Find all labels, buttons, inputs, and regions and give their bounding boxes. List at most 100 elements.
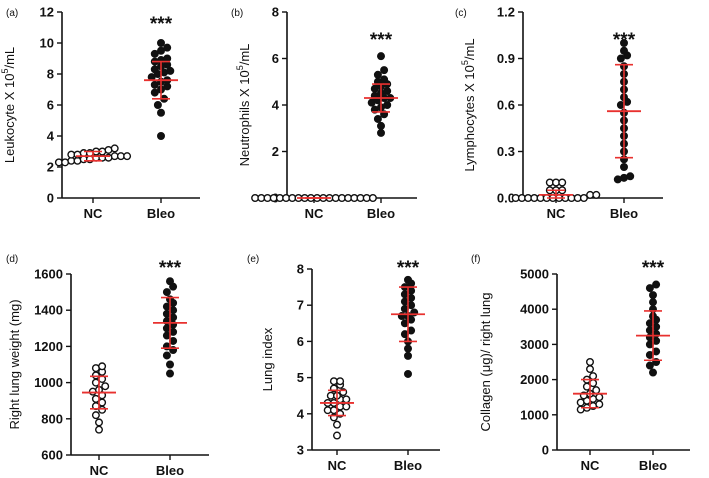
data-point-bleo <box>373 114 382 123</box>
y-tick-label: 0.0 <box>497 191 515 206</box>
data-point-nc <box>592 386 601 395</box>
y-tick-label: 0 <box>47 191 54 206</box>
y-tick-label: 1000 <box>520 407 549 422</box>
data-point-bleo <box>404 369 413 378</box>
data-point-bleo <box>156 46 165 55</box>
data-point-bleo <box>383 87 392 96</box>
data-point-bleo <box>649 368 658 377</box>
data-point-bleo <box>626 172 635 181</box>
panel-label: (d) <box>6 254 18 265</box>
panel-f: 0 1000 2000 3000 4000 5000 NC Bleo Collagen (μg)… <box>471 254 690 473</box>
y-tick-label: 2 <box>47 160 54 175</box>
data-point-nc <box>342 395 351 404</box>
y-tick-label: 0 <box>542 443 549 458</box>
data-point-bleo <box>165 360 174 369</box>
y-tick-label: 0.6 <box>497 98 515 113</box>
y-tick-label: 4000 <box>520 302 549 317</box>
y-axis-title: Lung index <box>260 327 275 391</box>
panel-label: (f) <box>471 254 480 265</box>
data-point-nc <box>91 411 100 420</box>
data-point-bleo <box>150 49 159 58</box>
data-point-bleo <box>156 131 165 140</box>
panel-b: 02468NCBleoNeutrophils X 105/mL(b)*** <box>231 5 417 221</box>
x-tick-label-nc: NC <box>547 206 566 221</box>
y-tick-label: 6 <box>297 334 304 349</box>
data-point-nc <box>101 382 110 391</box>
x-tick-label-nc: NC <box>90 463 109 478</box>
data-point-bleo <box>162 288 171 297</box>
y-tick-label: 6 <box>272 51 279 66</box>
y-axis-title: Right lung weight (mg) <box>7 299 22 429</box>
y-axis-title: Collagen (μg)/ right lung <box>478 292 493 431</box>
x-tick-label-bleo: Bleo <box>639 458 667 473</box>
y-tick-label: 2 <box>272 144 279 159</box>
panel-label: (c) <box>455 8 467 19</box>
data-point-nc <box>123 152 132 161</box>
y-tick-label: 2000 <box>520 372 549 387</box>
data-point-bleo <box>380 66 389 75</box>
y-tick-label: 4 <box>47 129 55 144</box>
y-tick-label: 8 <box>47 67 54 82</box>
data-point-bleo <box>373 70 382 79</box>
panel-d: 600 800 1000 1200 1400 1600 NC Bleo Right lung w… <box>6 254 209 478</box>
y-tick-label: 8 <box>297 262 304 277</box>
data-point-bleo <box>649 298 658 307</box>
significance-marker: *** <box>642 258 665 279</box>
data-point-nc <box>98 362 107 371</box>
significance-marker: *** <box>397 258 420 279</box>
data-point-bleo <box>652 280 661 289</box>
data-point-bleo <box>165 277 174 286</box>
y-tick-label: 6 <box>47 98 54 113</box>
panel-label: (a) <box>6 8 18 19</box>
data-point-bleo <box>163 43 172 52</box>
y-tick-label: 1000 <box>34 375 63 390</box>
data-point-nc <box>558 178 567 187</box>
data-point-bleo <box>162 351 171 360</box>
panel-a: 0 2 4 6 8 10 12 NC Bleo Leukocyte X 105/mL (a) *** <box>0 5 200 221</box>
y-tick-label: 600 <box>41 448 63 463</box>
y-tick-label: 12 <box>40 5 54 20</box>
x-tick-label-bleo: Bleo <box>156 463 184 478</box>
data-point-nc <box>333 431 342 440</box>
y-axis-title: Lymphocytes X 105/mL <box>460 38 477 171</box>
y-tick-label: 1600 <box>34 267 63 282</box>
y-tick-label: 800 <box>41 411 63 426</box>
y-tick-label: 7 <box>297 298 304 313</box>
data-point-bleo <box>645 361 654 370</box>
data-point-bleo <box>165 369 174 378</box>
data-point-bleo <box>150 88 159 97</box>
x-tick-label-nc: NC <box>84 206 103 221</box>
data-point-nc <box>586 365 595 374</box>
x-tick-label-bleo: Bleo <box>367 206 395 221</box>
data-point-nc <box>336 377 345 386</box>
significance-marker: *** <box>150 14 173 35</box>
y-tick-label: 8 <box>272 5 279 20</box>
data-point-bleo <box>645 284 654 293</box>
y-tick-label: 5000 <box>520 267 549 282</box>
significance-marker: *** <box>159 258 182 279</box>
panel-label: (b) <box>231 8 243 19</box>
data-point-nc <box>368 193 377 202</box>
y-tick-label: 10 <box>40 36 54 51</box>
y-tick-label: 5 <box>297 370 304 385</box>
significance-marker: *** <box>370 30 393 51</box>
y-tick-label: 0.9 <box>497 51 515 66</box>
x-tick-label-bleo: Bleo <box>394 458 422 473</box>
data-point-bleo <box>404 275 413 284</box>
significance-marker: *** <box>613 30 636 51</box>
data-point-bleo <box>153 100 162 109</box>
data-point-nc <box>595 400 604 409</box>
y-tick-label: 4 <box>272 98 280 113</box>
y-tick-label: 1.2 <box>497 5 515 20</box>
data-point-nc <box>586 358 595 367</box>
data-point-bleo <box>404 344 413 353</box>
data-point-bleo <box>377 52 386 61</box>
data-point-nc <box>592 190 601 199</box>
x-tick-label-bleo: Bleo <box>147 206 175 221</box>
y-axis-title: Leukocyte X 105/mL <box>0 47 17 163</box>
data-point-bleo <box>150 80 159 89</box>
panel-label: (e) <box>247 254 259 265</box>
x-tick-label-nc: NC <box>305 206 324 221</box>
y-tick-label: 3 <box>297 443 304 458</box>
